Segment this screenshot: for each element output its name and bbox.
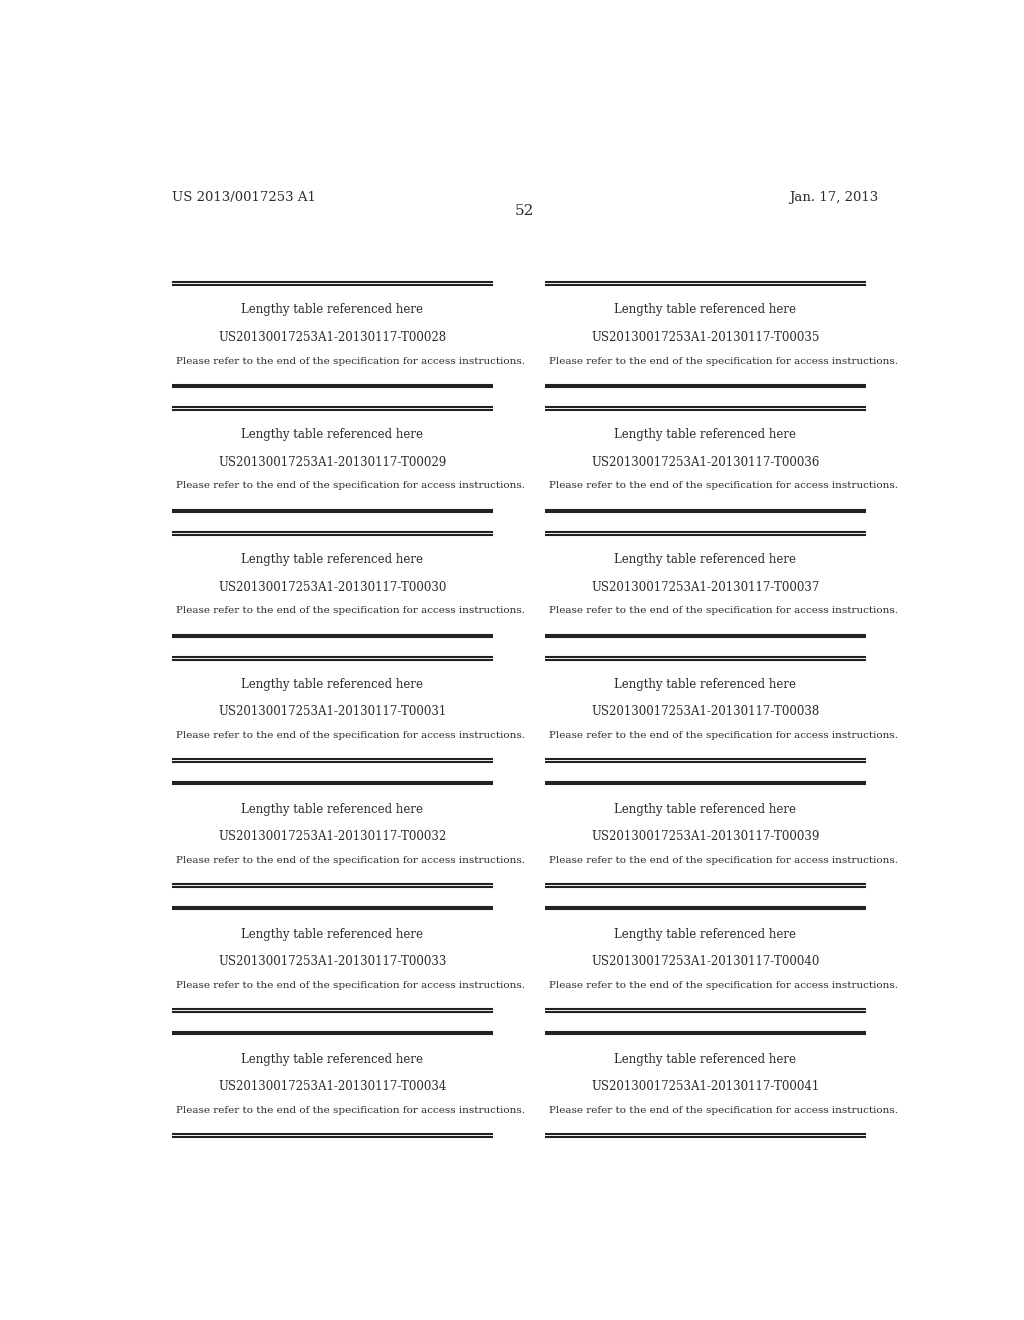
- Text: Lengthy table referenced here: Lengthy table referenced here: [614, 1052, 797, 1065]
- Text: 52: 52: [515, 205, 535, 218]
- Text: Lengthy table referenced here: Lengthy table referenced here: [614, 553, 797, 566]
- Text: Lengthy table referenced here: Lengthy table referenced here: [614, 428, 797, 441]
- Text: US20130017253A1-20130117-T00033: US20130017253A1-20130117-T00033: [218, 956, 446, 968]
- Text: US20130017253A1-20130117-T00030: US20130017253A1-20130117-T00030: [218, 581, 446, 594]
- Text: Lengthy table referenced here: Lengthy table referenced here: [614, 678, 797, 690]
- Text: Lengthy table referenced here: Lengthy table referenced here: [242, 803, 423, 816]
- Text: Please refer to the end of the specification for access instructions.: Please refer to the end of the specifica…: [549, 482, 898, 491]
- Text: Lengthy table referenced here: Lengthy table referenced here: [614, 928, 797, 941]
- Text: US20130017253A1-20130117-T00041: US20130017253A1-20130117-T00041: [591, 1080, 819, 1093]
- Text: Lengthy table referenced here: Lengthy table referenced here: [242, 428, 423, 441]
- Text: Lengthy table referenced here: Lengthy table referenced here: [242, 1052, 423, 1065]
- Text: Lengthy table referenced here: Lengthy table referenced here: [242, 678, 423, 690]
- Text: Please refer to the end of the specification for access instructions.: Please refer to the end of the specifica…: [549, 356, 898, 366]
- Text: Lengthy table referenced here: Lengthy table referenced here: [242, 553, 423, 566]
- Text: US20130017253A1-20130117-T00031: US20130017253A1-20130117-T00031: [218, 705, 446, 718]
- Text: Please refer to the end of the specification for access instructions.: Please refer to the end of the specifica…: [549, 857, 898, 865]
- Text: Please refer to the end of the specification for access instructions.: Please refer to the end of the specifica…: [176, 857, 524, 865]
- Text: Please refer to the end of the specification for access instructions.: Please refer to the end of the specifica…: [176, 731, 524, 741]
- Text: Please refer to the end of the specification for access instructions.: Please refer to the end of the specifica…: [549, 1106, 898, 1115]
- Text: Lengthy table referenced here: Lengthy table referenced here: [242, 928, 423, 941]
- Text: Please refer to the end of the specification for access instructions.: Please refer to the end of the specifica…: [549, 981, 898, 990]
- Text: US20130017253A1-20130117-T00038: US20130017253A1-20130117-T00038: [591, 705, 819, 718]
- Text: US 2013/0017253 A1: US 2013/0017253 A1: [172, 191, 315, 203]
- Text: Please refer to the end of the specification for access instructions.: Please refer to the end of the specifica…: [176, 482, 524, 491]
- Text: Please refer to the end of the specification for access instructions.: Please refer to the end of the specifica…: [176, 1106, 524, 1115]
- Text: Jan. 17, 2013: Jan. 17, 2013: [788, 191, 878, 203]
- Text: Lengthy table referenced here: Lengthy table referenced here: [242, 304, 423, 317]
- Text: US20130017253A1-20130117-T00039: US20130017253A1-20130117-T00039: [591, 830, 819, 843]
- Text: US20130017253A1-20130117-T00028: US20130017253A1-20130117-T00028: [218, 331, 446, 343]
- Text: US20130017253A1-20130117-T00036: US20130017253A1-20130117-T00036: [591, 455, 819, 469]
- Text: Please refer to the end of the specification for access instructions.: Please refer to the end of the specifica…: [549, 731, 898, 741]
- Text: US20130017253A1-20130117-T00035: US20130017253A1-20130117-T00035: [591, 331, 819, 343]
- Text: Please refer to the end of the specification for access instructions.: Please refer to the end of the specifica…: [176, 606, 524, 615]
- Text: US20130017253A1-20130117-T00032: US20130017253A1-20130117-T00032: [218, 830, 446, 843]
- Text: US20130017253A1-20130117-T00037: US20130017253A1-20130117-T00037: [591, 581, 819, 594]
- Text: Please refer to the end of the specification for access instructions.: Please refer to the end of the specifica…: [176, 981, 524, 990]
- Text: Please refer to the end of the specification for access instructions.: Please refer to the end of the specifica…: [549, 606, 898, 615]
- Text: Please refer to the end of the specification for access instructions.: Please refer to the end of the specifica…: [176, 356, 524, 366]
- Text: Lengthy table referenced here: Lengthy table referenced here: [614, 803, 797, 816]
- Text: US20130017253A1-20130117-T00040: US20130017253A1-20130117-T00040: [591, 956, 819, 968]
- Text: US20130017253A1-20130117-T00029: US20130017253A1-20130117-T00029: [218, 455, 446, 469]
- Text: Lengthy table referenced here: Lengthy table referenced here: [614, 304, 797, 317]
- Text: US20130017253A1-20130117-T00034: US20130017253A1-20130117-T00034: [218, 1080, 446, 1093]
